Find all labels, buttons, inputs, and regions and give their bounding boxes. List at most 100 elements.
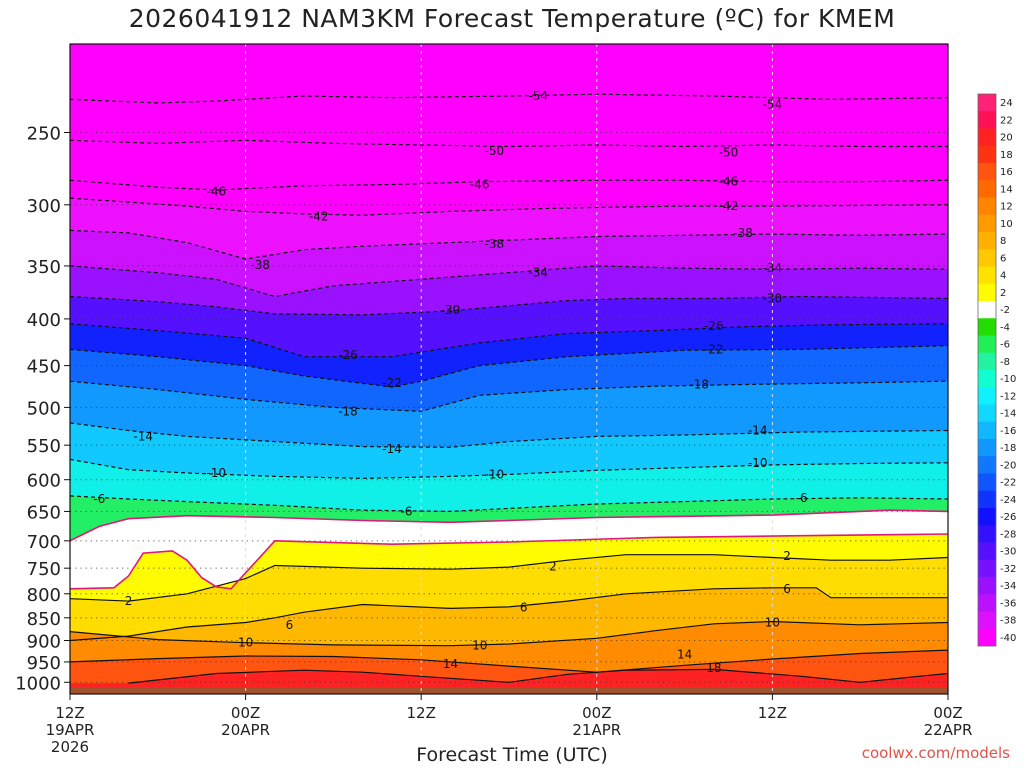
colorbar-label: 22 [1000,115,1013,126]
colorbar-swatch [978,594,996,612]
colorbar-swatch [978,111,996,129]
y-tick-label: 950 [27,653,61,674]
colorbar-label: 18 [1000,150,1013,161]
y-tick-label: 500 [27,398,61,419]
isotherm--42 [70,197,948,216]
colorbar-label: -12 [1000,391,1016,402]
colorbar-swatch [978,318,996,336]
colorbar-label: -10 [1000,374,1016,385]
contour-label: -46 [470,177,490,191]
x-tick-label: 00Z [231,704,260,722]
contour-label: -46 [207,184,227,198]
contour-label: -54 [528,89,548,103]
colorbar-swatch [978,283,996,302]
colorbar-swatch [978,387,996,405]
contour-label: 2 [125,594,133,608]
y-tick-label: 1000 [15,673,61,694]
x-tick-label: 19APR [46,721,95,739]
contour-label: 18 [706,661,721,675]
colorbar-swatch [978,525,996,543]
x-tick-label: 12Z [407,704,436,722]
contour-label: -38 [250,258,270,272]
colorbar-label: 6 [1000,253,1006,264]
colorbar-swatch [978,577,996,595]
colorbar-swatch [978,559,996,578]
contour-label: -42 [309,210,329,224]
ground-strip [70,687,948,694]
contour-label: -6 [93,492,105,506]
colorbar-label: -2 [1000,305,1010,316]
colorbar-label: -18 [1000,443,1016,454]
contour-label: 6 [783,582,791,596]
temperature-field [70,94,948,694]
contour-label: -14 [382,442,402,456]
credit-link[interactable]: coolwx.com/models [861,744,1010,762]
colorbar-label: -38 [1000,616,1016,627]
chart-title: 2026041912 NAM3KM Forecast Temperature (… [128,4,896,33]
y-tick-label: 600 [27,471,61,492]
colorbar-swatch [978,628,996,647]
isotherm--6 [70,495,948,513]
y-tick-label: 550 [27,436,61,457]
warm-band-2 [70,534,948,602]
isotherm-2 [70,554,948,602]
colorbar-swatch [978,352,996,371]
contour-label: 6 [520,600,528,614]
contour-label: -22 [382,376,402,390]
colorbar-label: -26 [1000,512,1016,523]
x-tick-label: 12Z [55,704,84,722]
colorbar-swatch [978,611,996,630]
colorbar-swatch [978,335,996,354]
isotherm--18 [70,380,948,412]
colorbar-label: -32 [1000,564,1016,575]
contour-label: -6 [796,491,808,505]
colorbar-swatch [978,301,996,319]
isotherm--22 [70,345,948,388]
contour-label: 2 [783,549,791,563]
contour-label: -26 [338,348,358,362]
colorbar-label: 10 [1000,219,1013,230]
isotherm--30 [70,295,948,316]
contour-label: -18 [338,404,358,418]
y-tick-label: 700 [27,532,61,553]
colorbar-swatch [978,439,996,457]
y-tick-label: 400 [27,310,61,331]
colorbar-label: -24 [1000,495,1016,506]
x-tick-label: 00Z [582,704,611,722]
isotherm-6 [70,587,948,642]
contour-labels: -54 -54 -50 -50 -46 -46 -46 -42 -42 -38 -38 -38 -34 -… [93,89,808,675]
contour-label: -50 [485,144,505,158]
isotherm--26 [70,323,948,358]
colorbar-label: 24 [1000,98,1013,109]
contour-label: -14 [748,423,768,437]
contour-label: -30 [763,292,783,306]
colorbar-label: 16 [1000,167,1013,178]
contour-label: -10 [748,456,768,470]
contour-label: -10 [485,467,505,481]
contour-label: 2 [549,560,557,574]
x-tick-label: 12Z [758,704,787,722]
contour-label: -26 [704,319,724,333]
x-tick-label: 00Z [933,704,962,722]
colorbar-label: -6 [1000,340,1010,351]
colorbar-label: -40 [1000,633,1016,644]
colorbar-label: -16 [1000,426,1016,437]
freezing-zone-band [70,510,948,589]
contour-label: -34 [528,266,548,280]
colorbar-border [977,93,997,647]
colorbar-swatch [978,421,996,440]
isotherm--10 [70,458,948,480]
colorbar-swatch [978,542,996,561]
isotherm-18 [128,668,948,684]
contour-label: -10 [207,466,227,480]
colorbar-swatch [978,145,996,164]
contour-label: -46 [719,175,739,189]
colorbar-label: -34 [1000,581,1016,592]
contour-label: 14 [677,647,692,661]
y-tick-label: 250 [27,123,61,144]
contour-label: 10 [765,615,780,629]
colorbar: 24 22 20 18 16 14 12 10 8 6 4 2 -2 -4 -6 -8 -10 -12 -14 -16… [977,93,1016,647]
colorbar-swatch [978,456,996,474]
contour-label: -54 [763,98,783,112]
